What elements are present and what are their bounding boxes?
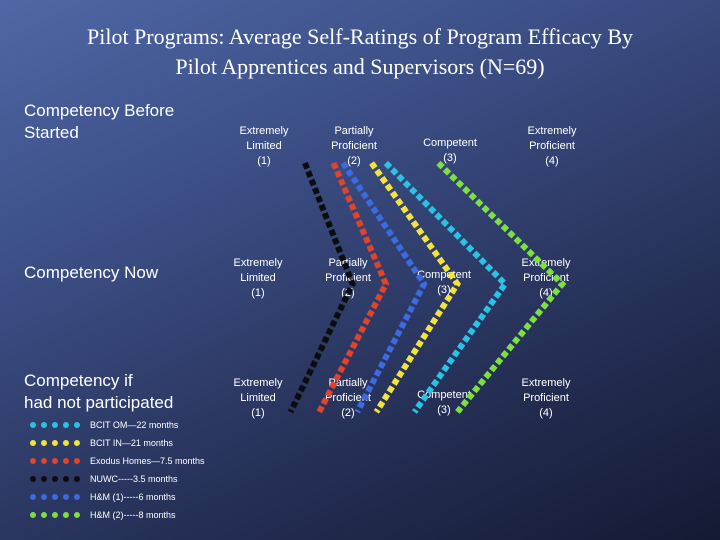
level-label-r3-1: Extremely Limited (1) [216,376,300,421]
row-label-without: Competency if had not participated [24,370,173,414]
level-code: (4) [539,407,553,419]
series-layer [287,160,567,414]
level-code: (3) [437,284,451,296]
level-text: Extremely [239,125,289,137]
legend-swatch [30,476,80,482]
series-line [436,160,567,414]
level-code: (1) [251,287,265,299]
chart-title-line-1: Pilot Programs: Average Self-Ratings of … [86,24,634,49]
legend-swatch [30,422,80,428]
level-label-r1-3: Competent (3) [408,136,492,166]
level-label-r2-1: Extremely Limited (1) [216,256,300,301]
legend-swatch [30,458,80,464]
level-code: (2) [341,407,355,419]
level-text: Limited [240,392,276,404]
level-code: (4) [545,155,559,167]
series-line [316,161,390,414]
level-text: Extremely [527,125,577,137]
row-label-now-line-1: Competency Now [24,263,159,282]
level-text: Proficient [325,392,371,404]
level-text: Extremely [233,377,283,389]
legend-label: H&M (1)-----6 months [90,492,176,502]
row-label-before-line-2: Started [24,123,79,142]
level-text: Limited [246,140,282,152]
series-line [340,161,428,414]
row-label-now: Competency Now [24,262,158,284]
series-line [287,161,356,414]
level-text: Proficient [529,140,575,152]
row-label-before: Competency Before Started [24,100,174,144]
level-code: (1) [257,155,271,167]
level-code: (1) [251,407,265,419]
legend-swatch [30,512,80,518]
row-label-without-line-2: had not participated [24,393,174,412]
row-label-without-line-1: Competency if [24,371,133,390]
level-text: Limited [240,272,276,284]
level-text: Partially [334,125,374,137]
series-line [369,161,462,414]
level-text: Proficient [523,392,569,404]
legend-swatch [30,494,80,500]
level-label-r2-3: Competent (3) [402,268,486,298]
level-label-r3-4: Extremely Proficient (4) [504,376,588,421]
legend-swatch [30,440,80,446]
level-text: Partially [328,257,368,269]
level-text: Extremely [233,257,283,269]
chart-title: Pilot Programs: Average Self-Ratings of … [0,22,720,82]
level-text: Competent [423,137,477,149]
level-text: Competent [417,269,471,281]
level-label-r1-4: Extremely Proficient (4) [510,124,594,169]
legend-label: BCIT OM—22 months [90,420,179,430]
level-code: (2) [347,155,361,167]
level-text: Extremely [521,377,571,389]
legend-label: BCIT IN—21 months [90,438,173,448]
legend-label: NUWC-----3.5 months [90,474,178,484]
row-label-before-line-1: Competency Before [24,101,175,120]
level-text: Proficient [331,140,377,152]
series-line [383,160,509,414]
level-code: (3) [437,404,451,416]
level-label-r1-1: Extremely Limited (1) [222,124,306,169]
legend-label: Exodus Homes—7.5 months [90,456,205,466]
legend-label: H&M (2)-----8 months [90,510,176,520]
level-code: (3) [443,152,457,164]
level-label-r1-2: Partially Proficient (2) [312,124,396,169]
chart-title-line-2: Pilot Apprentices and Supervisors (N=69) [175,54,545,79]
